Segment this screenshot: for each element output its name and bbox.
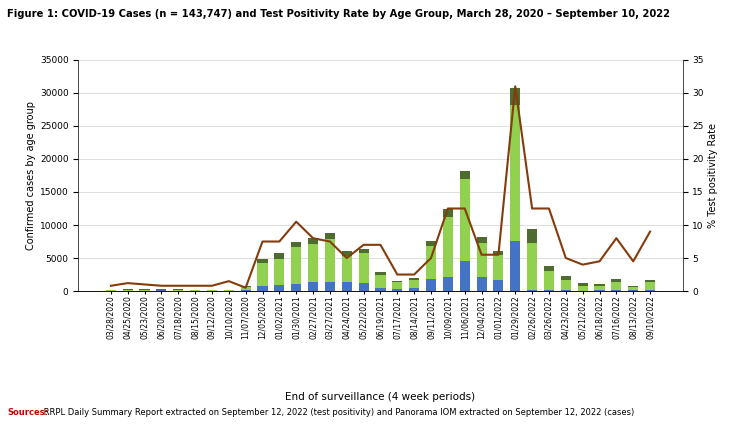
Bar xyxy=(477,276,486,291)
Bar xyxy=(173,290,184,291)
Bar xyxy=(359,253,369,283)
Bar xyxy=(157,290,166,291)
Bar xyxy=(275,285,284,291)
Bar xyxy=(308,282,318,291)
Bar xyxy=(577,283,588,286)
Y-axis label: % Test positivity Rate: % Test positivity Rate xyxy=(708,123,718,228)
Bar xyxy=(140,290,150,291)
Bar xyxy=(628,287,639,290)
Bar xyxy=(426,279,436,291)
Bar xyxy=(595,286,604,290)
Bar xyxy=(257,286,268,291)
Bar xyxy=(443,209,453,217)
Bar xyxy=(595,284,604,286)
Bar xyxy=(325,233,335,239)
Text: Figure 1: COVID-19 Cases (n = 143,747) and Test Positivity Rate by Age Group, Ma: Figure 1: COVID-19 Cases (n = 143,747) a… xyxy=(7,9,671,18)
Bar xyxy=(392,281,402,282)
Bar xyxy=(510,241,520,291)
Bar xyxy=(426,246,436,279)
Bar xyxy=(224,290,233,291)
Bar xyxy=(544,271,554,290)
Bar xyxy=(275,259,284,285)
Bar xyxy=(460,179,470,262)
Bar xyxy=(561,276,571,280)
Bar xyxy=(645,290,655,291)
Bar xyxy=(241,287,251,290)
Bar xyxy=(510,88,520,105)
Bar xyxy=(628,286,639,287)
Bar xyxy=(325,282,335,291)
Bar xyxy=(477,237,486,244)
Bar xyxy=(409,278,419,280)
Bar xyxy=(493,280,504,291)
Bar xyxy=(291,247,301,284)
Bar xyxy=(325,239,335,282)
Bar xyxy=(342,282,352,291)
Bar xyxy=(645,280,655,282)
Bar xyxy=(375,272,386,274)
Bar xyxy=(611,282,621,290)
Bar xyxy=(645,282,655,290)
Bar xyxy=(426,241,436,246)
Bar xyxy=(359,249,369,253)
Bar xyxy=(577,286,588,291)
Bar xyxy=(241,290,251,291)
Bar xyxy=(510,105,520,241)
Bar xyxy=(291,284,301,291)
Text: RRPL Daily Summary Report extracted on September 12, 2022 (test positivity) and : RRPL Daily Summary Report extracted on S… xyxy=(41,408,634,417)
Bar xyxy=(611,290,621,291)
Bar xyxy=(493,251,504,256)
Bar xyxy=(375,274,386,288)
Bar xyxy=(122,290,133,291)
Bar xyxy=(308,244,318,282)
Bar xyxy=(275,253,284,259)
Y-axis label: Confirmed cases by age group: Confirmed cases by age group xyxy=(25,101,36,250)
Bar xyxy=(443,217,453,276)
Bar xyxy=(527,290,537,291)
Bar xyxy=(595,290,604,291)
Bar xyxy=(291,241,301,247)
Bar xyxy=(527,229,537,244)
Bar xyxy=(460,171,470,179)
Bar xyxy=(308,238,318,244)
Bar xyxy=(359,283,369,291)
Bar xyxy=(493,256,504,280)
Bar xyxy=(527,244,537,290)
Bar xyxy=(257,259,268,263)
Bar xyxy=(460,262,470,291)
Bar xyxy=(207,290,217,291)
Bar xyxy=(106,290,116,291)
Bar xyxy=(477,244,486,276)
Bar xyxy=(443,276,453,291)
Bar xyxy=(409,288,419,291)
Bar xyxy=(561,290,571,291)
Bar xyxy=(544,290,554,291)
Bar xyxy=(544,266,554,271)
Bar xyxy=(392,282,402,289)
Bar xyxy=(375,288,386,291)
Bar xyxy=(409,280,419,288)
Bar xyxy=(241,286,251,287)
Bar xyxy=(561,280,571,290)
Bar xyxy=(628,290,639,291)
Text: Sources:: Sources: xyxy=(7,408,48,417)
Bar xyxy=(342,256,352,282)
Bar xyxy=(257,263,268,286)
Bar xyxy=(190,290,200,291)
Bar xyxy=(392,289,402,291)
Bar xyxy=(342,251,352,256)
Bar xyxy=(611,279,621,282)
X-axis label: End of surveillance (4 week periods): End of surveillance (4 week periods) xyxy=(286,392,475,402)
